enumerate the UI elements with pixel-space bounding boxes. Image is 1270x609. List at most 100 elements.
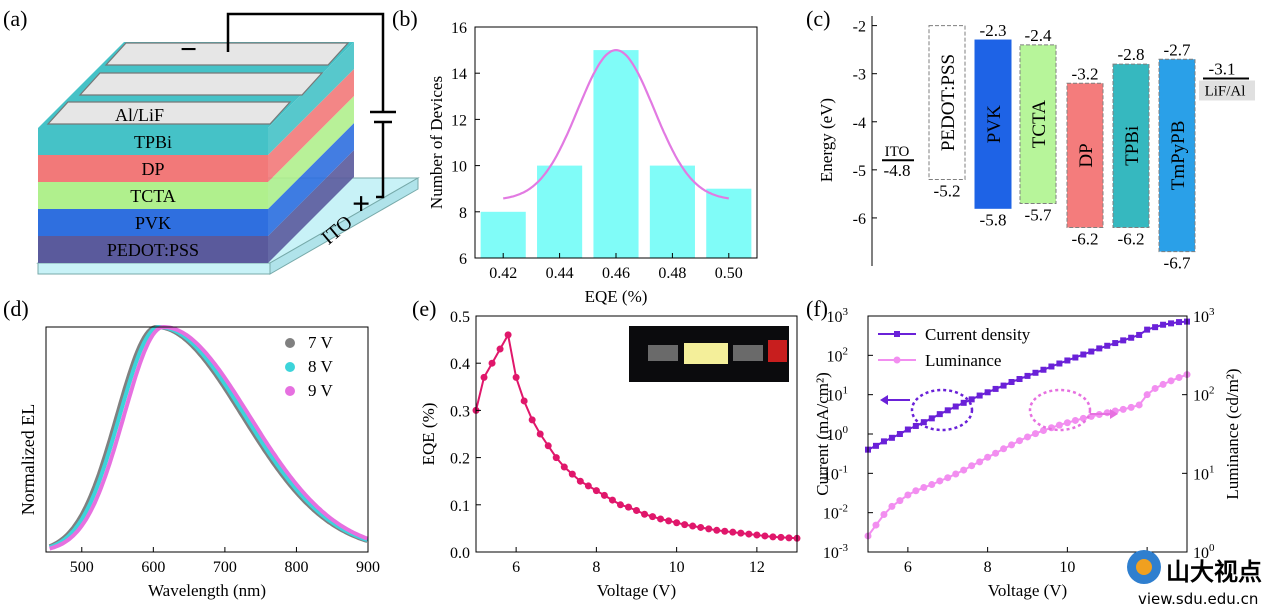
panel-d-label: (d) [3,296,29,321]
legend-marker-1 [285,362,295,372]
eqe-point-24 [665,517,673,525]
current-point-11 [952,403,959,410]
luminance-arrowhead [1110,409,1118,419]
luminance-point-17 [1000,445,1008,453]
plot-frame [45,326,369,553]
luminance-point-8 [928,481,936,489]
current-point-22 [1040,366,1047,373]
current-arrowhead [880,395,888,405]
eqe-point-21 [641,510,649,518]
layer-front-0 [38,236,268,263]
legend-marker-2 [285,386,295,396]
layer-label-1: PVK [135,213,171,233]
device-photo-inset [629,326,789,382]
legend-label-luminance: Luminance [925,351,1001,370]
plus-sign: + [352,185,370,221]
current-point-33 [1128,334,1135,341]
luminance-point-6 [912,487,920,495]
current-point-16 [992,385,999,392]
homo-value: -5.8 [980,210,1007,229]
chart-e: 6 8 10 12 0.0 0.1 0.2 0.3 0.4 0.5 Voltage (V) EQE (… [419,309,801,600]
current-point-29 [1096,345,1103,352]
x-tick-label: 10 [669,559,685,576]
band-TCTA [1019,44,1057,204]
band-TmPyPB [1158,58,1196,253]
eqe-point-30 [713,526,721,534]
y-axis-label: EQE (%) [419,403,438,466]
eqe-point-19 [624,503,632,511]
band-label: PEDOT:PSS [938,54,959,151]
luminance-point-14 [976,458,984,466]
x-tick-label: 0.48 [658,265,686,282]
luminance-point-3 [888,502,896,510]
watermark-name: 山大视点 [1166,558,1262,586]
current-point-28 [1088,348,1095,355]
eqe-point-22 [649,513,657,521]
x-tick-label: 8 [984,559,992,576]
y-axis-label: Normalized EL [18,404,38,515]
band-label: TmPyPB [1168,121,1189,191]
x-axis-label: Voltage (V) [597,581,676,600]
homo-value: -6.7 [1164,254,1191,273]
luminance-point-25 [1063,419,1071,427]
layer-side-1 [268,123,354,236]
eqe-point-20 [633,506,640,514]
current-point-23 [1048,363,1055,370]
watermark-url: view.sdu.edu.cn [1138,590,1258,608]
layer-side-4 [268,42,354,155]
x-tick-label: 500 [70,559,94,576]
y-tick-label: 6 [459,251,467,268]
panel-f: (f) 68101210-310-210-1100101102103100101… [806,296,1242,600]
legend-marker-luminance [893,356,901,364]
watermark: 山大视点 view.sdu.edu.cn [1127,550,1262,608]
y-tick-label: 103 [827,306,849,326]
eqe-point-38 [777,533,785,541]
eqe-point-10 [552,454,560,462]
minus-sign: − [180,33,197,66]
luminance-point-13 [968,462,976,470]
eqe-point-5 [512,373,520,381]
y-tick-label: 0.1 [450,498,470,515]
lif-al-label: LiF/Al [1205,84,1246,100]
chart-c: -2 -3 -4 -5 -6 Energy (eV) ITO-4.8 PEDOT:PSS -5.… [817,16,1255,273]
y-tick-label: 102 [827,345,849,365]
y-right-tick-label: 102 [1193,385,1215,405]
legend-label-1: 8 V [308,357,333,376]
spectrum-line-1 [48,324,368,550]
eqe-point-11 [560,463,568,471]
y-tick-label: 16 [451,20,467,37]
chart-b: 0.42 0.44 0.46 0.48 0.50 6 8 10 12 14 16 EQE (%) Num… [427,20,758,306]
homo-value: -5.2 [934,181,961,200]
y-right-tick-label: 103 [1193,306,1215,326]
y-tick-label: 0.4 [450,356,470,373]
band-label: DP [1076,143,1097,167]
homo-value: -6.2 [1118,230,1145,249]
eqe-point-14 [584,482,592,490]
x-tick-label: 900 [356,559,380,576]
y-tick-label: -5 [853,163,866,180]
current-point-18 [1008,378,1015,385]
y-tick-label: 8 [459,205,467,222]
current-point-15 [984,389,991,396]
eqe-point-9 [544,442,552,450]
luminance-point-27 [1079,414,1087,422]
eqe-point-3 [496,345,504,353]
chart-f: 68101210-310-210-11001011021031001011021… [813,306,1242,600]
current-point-4 [896,431,903,437]
luminance-point-9 [936,477,944,485]
luminance-point-10 [944,474,952,482]
layer-front-1 [38,209,268,236]
panel-d: (d) 7 V 8 V 9 V 500 600 700 800 900 Wavelength (… [3,296,380,600]
ito-substrate-side [269,177,419,275]
band-DP [1066,82,1104,229]
layer-front-3 [38,155,268,182]
current-point-10 [944,407,951,414]
x-axis-label: Voltage (V) [988,581,1067,600]
x-tick-label: 800 [284,559,308,576]
luminance-point-36 [1151,384,1159,392]
current-point-25 [1064,357,1071,364]
band-TPBi [1112,63,1150,229]
x-tick-label: 0.50 [715,265,743,282]
lumo-value: -2.3 [980,21,1007,40]
current-point-24 [1056,360,1063,367]
